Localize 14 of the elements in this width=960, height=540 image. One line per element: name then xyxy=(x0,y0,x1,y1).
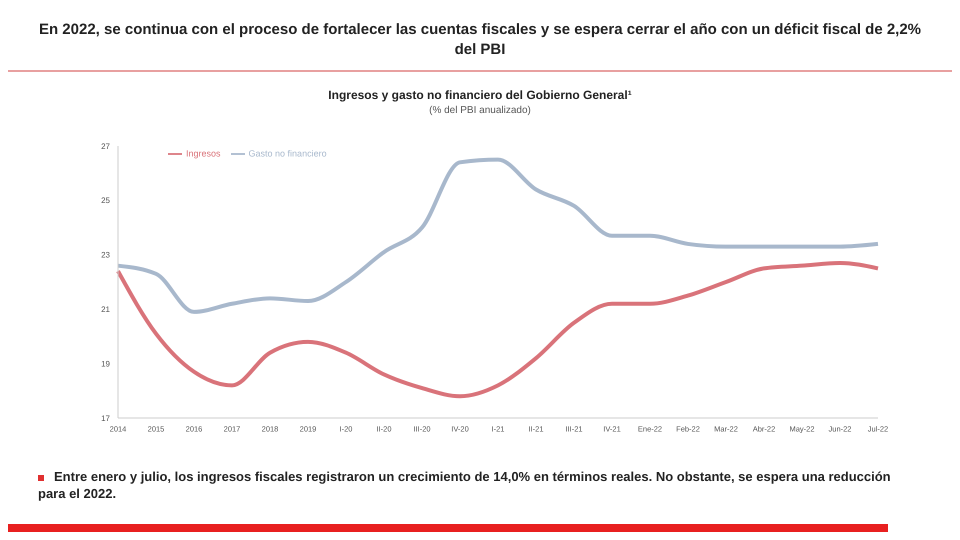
legend-label: Ingresos xyxy=(186,148,221,158)
line-series xyxy=(116,158,880,314)
text: En 2022, se continua con el proceso de fortalecer las cuentas fiscales y se espera cerrar el año con un déficit fiscal de 2,2% del PBI xyxy=(38,20,922,60)
y-tick-label: 27 xyxy=(101,142,111,151)
text: Entre enero y julio, los ingresos fiscales registraron un crecimiento de 14,0% en términos reales. No obstante, se espera una reducción para el 2022. xyxy=(38,468,892,502)
y-tick-label: 19 xyxy=(101,359,111,368)
chart-title: Ingresos y gasto no financiero del Gobierno General¹ xyxy=(327,88,633,102)
y-tick-label: 25 xyxy=(101,196,111,206)
y-tick-label: 21 xyxy=(101,305,111,314)
line-series xyxy=(116,260,880,398)
legend-label: Gasto no financiero xyxy=(248,148,327,158)
chart-subtitle: (% del PBI anualizado) xyxy=(428,105,532,116)
y-tick-label: 23 xyxy=(101,250,111,260)
y-tick-label: 17 xyxy=(101,414,111,423)
